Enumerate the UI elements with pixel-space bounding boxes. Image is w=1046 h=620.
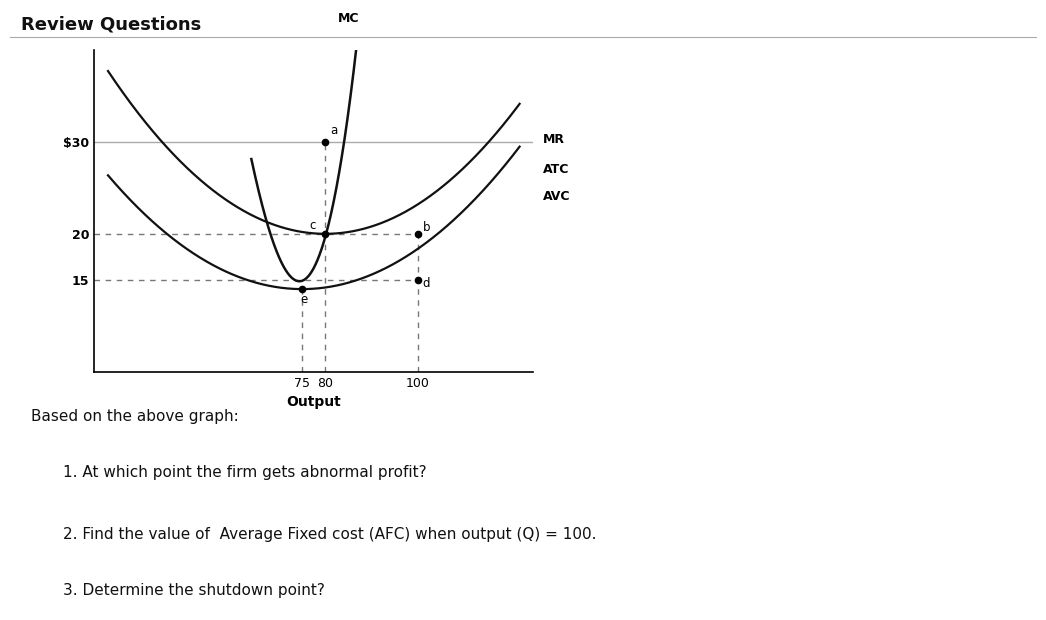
Text: 2. Find the value of  Average Fixed cost (AFC) when output (Q) = 100.: 2. Find the value of Average Fixed cost …: [63, 527, 596, 542]
Text: MR: MR: [543, 133, 565, 146]
Text: Based on the above graph:: Based on the above graph:: [31, 409, 240, 424]
Text: e: e: [300, 293, 308, 306]
Text: d: d: [423, 277, 430, 290]
X-axis label: Output: Output: [287, 396, 341, 409]
Text: 1. At which point the firm gets abnormal profit?: 1. At which point the firm gets abnormal…: [63, 465, 427, 480]
Text: AVC: AVC: [543, 190, 570, 203]
Text: MC: MC: [338, 12, 359, 25]
Text: b: b: [423, 221, 430, 234]
Text: ATC: ATC: [543, 163, 569, 176]
Text: a: a: [329, 125, 337, 138]
Text: 3. Determine the shutdown point?: 3. Determine the shutdown point?: [63, 583, 324, 598]
Text: Review Questions: Review Questions: [21, 16, 201, 33]
Text: c: c: [310, 219, 316, 232]
